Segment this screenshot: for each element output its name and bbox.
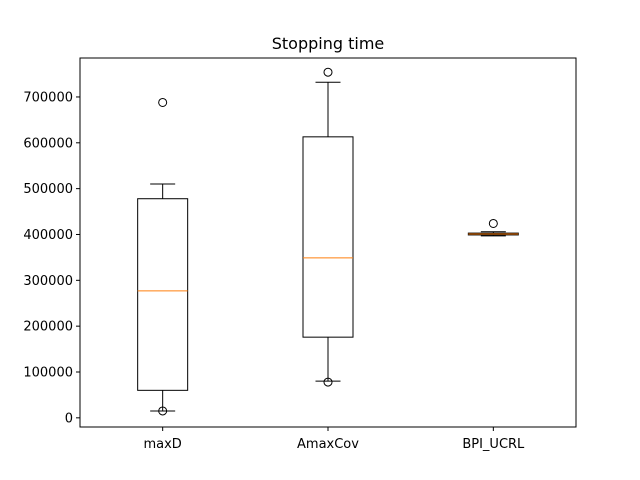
y-tick-label: 200000: [23, 320, 73, 335]
x-tick-label: maxD: [143, 437, 181, 452]
outlier-point: [158, 406, 168, 416]
y-axis: 0 100000 200000 300000 400000 500000 600000 700…: [23, 90, 80, 426]
x-axis: maxD AmaxCov BPI_UCRL: [143, 427, 525, 452]
y-tick-label: 600000: [23, 136, 73, 151]
iqr-box: [302, 136, 354, 338]
outlier-point: [158, 97, 168, 107]
outlier-point: [488, 218, 498, 228]
iqr-box: [137, 198, 189, 391]
box-group: [137, 97, 189, 416]
box-group: [302, 67, 354, 387]
y-tick-label: 300000: [23, 274, 73, 289]
chart-title: Stopping time: [272, 34, 385, 53]
box-series: [137, 67, 519, 416]
y-tick-label: 700000: [23, 90, 73, 105]
y-tick-label: 100000: [23, 365, 73, 380]
y-tick-label: 400000: [23, 228, 73, 243]
box-group: [467, 218, 519, 237]
x-tick-label: AmaxCov: [297, 437, 359, 452]
y-tick-label: 0: [65, 411, 73, 426]
x-tick-label: BPI_UCRL: [462, 437, 525, 452]
outlier-point: [323, 377, 333, 387]
outlier-point: [323, 67, 333, 77]
y-tick-label: 500000: [23, 182, 73, 197]
